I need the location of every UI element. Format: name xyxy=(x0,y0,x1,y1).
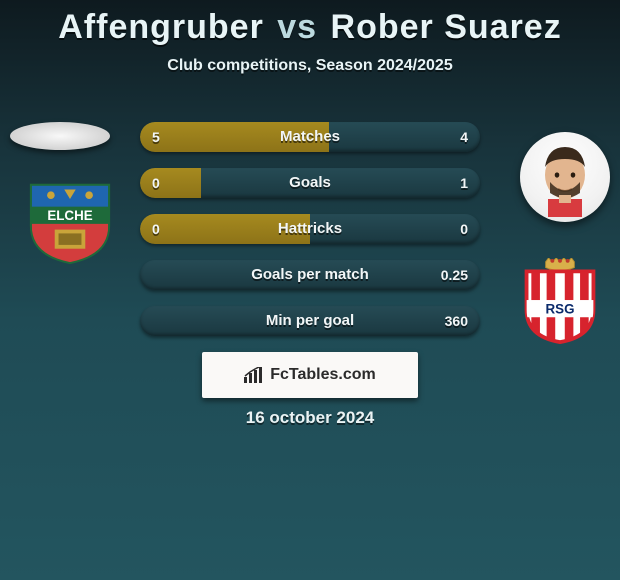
date-text: 16 october 2024 xyxy=(0,408,620,428)
vs-label: vs xyxy=(277,8,317,47)
brand-box[interactable]: FcTables.com xyxy=(202,352,418,398)
stat-row: Min per goal360 xyxy=(140,306,480,336)
stat-row: Hattricks0 0 xyxy=(140,214,480,244)
stat-label: Min per goal xyxy=(140,306,480,336)
stat-value-right: 1 xyxy=(460,168,468,198)
stat-label: Goals per match xyxy=(140,260,480,290)
stat-label: Goals xyxy=(140,168,480,198)
comparison-card: Affengruber vs Rober Suarez Club competi… xyxy=(0,0,620,580)
stat-value-right: 0.25 xyxy=(441,260,468,290)
stat-value-left: 5 xyxy=(152,122,160,152)
stat-value-right: 4 xyxy=(460,122,468,152)
player1-club-crest: ELCHE xyxy=(20,178,120,264)
player2-avatar xyxy=(520,132,610,222)
elche-crest-icon: ELCHE xyxy=(20,178,120,264)
player2-club-crest: RSG xyxy=(510,258,610,344)
stat-value-right: 0 xyxy=(460,214,468,244)
player1-name: Affengruber xyxy=(58,8,264,47)
stat-value-left: 0 xyxy=(152,214,160,244)
stat-value-right: 360 xyxy=(445,306,468,336)
brand-text: FcTables.com xyxy=(270,366,376,384)
stat-label: Matches xyxy=(140,122,480,152)
title-row: Affengruber vs Rober Suarez xyxy=(0,0,620,47)
svg-text:RSG: RSG xyxy=(546,301,575,316)
bar-chart-icon xyxy=(244,367,264,383)
stat-value-left: 0 xyxy=(152,168,160,198)
subtitle: Club competitions, Season 2024/2025 xyxy=(0,57,620,75)
player1-avatar-placeholder xyxy=(10,122,110,150)
stat-bars: Matches54Goals01Hattricks00Goals per mat… xyxy=(140,122,480,352)
player2-name: Rober Suarez xyxy=(331,8,562,47)
sporting-crest-icon: RSG xyxy=(510,258,610,344)
svg-text:ELCHE: ELCHE xyxy=(47,208,92,223)
stat-row: Goals0 1 xyxy=(140,168,480,198)
player2-face-icon xyxy=(530,137,600,217)
stat-row: Goals per match0.25 xyxy=(140,260,480,290)
stat-row: Matches5 4 xyxy=(140,122,480,152)
stat-label: Hattricks xyxy=(140,214,480,244)
